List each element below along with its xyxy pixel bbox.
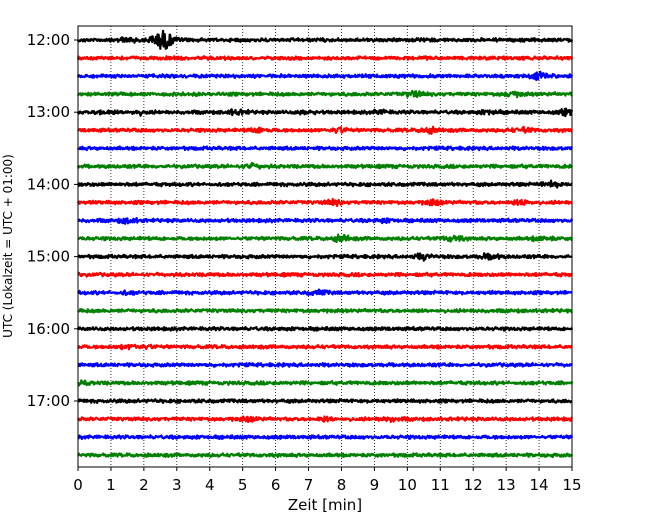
trace-1245 (77, 89, 573, 99)
trace-1515 (77, 271, 573, 278)
trace-1700 (77, 398, 573, 404)
x-tick-label: 1 (106, 476, 116, 494)
trace-1200 (76, 29, 574, 50)
x-tick-label: 3 (172, 476, 182, 494)
y-axis-label: UTC (Lokalzeit = UTC + 01:00) (1, 154, 15, 338)
x-tick-label: 14 (530, 476, 549, 494)
plot-frame (77, 25, 573, 468)
trace-1415 (76, 197, 573, 208)
x-tick-label: 13 (497, 476, 516, 494)
trace-1230 (76, 70, 574, 81)
trace-1215 (76, 55, 574, 61)
x-axis-label: Zeit [min] (288, 496, 362, 514)
trace-1545 (77, 307, 573, 314)
trace-1315 (77, 125, 573, 135)
trace-1300 (76, 107, 574, 118)
y-axis: 12:00 13:00 14:00 15:00 16:00 17:00 (27, 31, 78, 410)
x-tick-label: 2 (139, 476, 149, 494)
traces-group (76, 29, 574, 459)
x-tick-label: 10 (398, 476, 417, 494)
trace-1430 (77, 217, 574, 225)
trace-1330 (76, 145, 573, 152)
x-axis: 0 1 2 3 4 5 6 7 8 9 10 11 12 13 14 15 (73, 467, 582, 494)
trace-1445 (77, 233, 573, 244)
trace-1600 (76, 325, 574, 332)
x-tick-label: 4 (205, 476, 215, 494)
trace-1730 (77, 434, 574, 441)
trace-1715 (77, 415, 574, 423)
x-tick-label: 6 (271, 476, 281, 494)
x-tick-label: 8 (337, 476, 347, 494)
trace-1345 (76, 161, 573, 170)
y-tick-label: 17:00 (27, 392, 70, 410)
y-tick-label: 13:00 (27, 103, 70, 121)
y-tick-label: 15:00 (27, 248, 70, 266)
trace-1630 (77, 361, 573, 368)
x-tick-label: 9 (370, 476, 380, 494)
trace-1615 (77, 343, 573, 351)
x-tick-label: 0 (73, 476, 83, 494)
trace-1500 (77, 252, 573, 262)
x-tick-label: 7 (304, 476, 314, 494)
x-tick-label: 15 (562, 476, 581, 494)
x-tick-label: 11 (431, 476, 450, 494)
trace-1645 (77, 379, 574, 387)
trace-1745 (77, 452, 573, 459)
y-tick-label: 16:00 (27, 320, 70, 338)
trace-1530 (77, 288, 573, 297)
x-tick-label: 5 (238, 476, 248, 494)
y-tick-label: 12:00 (27, 31, 70, 49)
x-tick-label: 12 (464, 476, 483, 494)
y-tick-label: 14:00 (27, 175, 70, 193)
trace-1400 (76, 179, 573, 189)
